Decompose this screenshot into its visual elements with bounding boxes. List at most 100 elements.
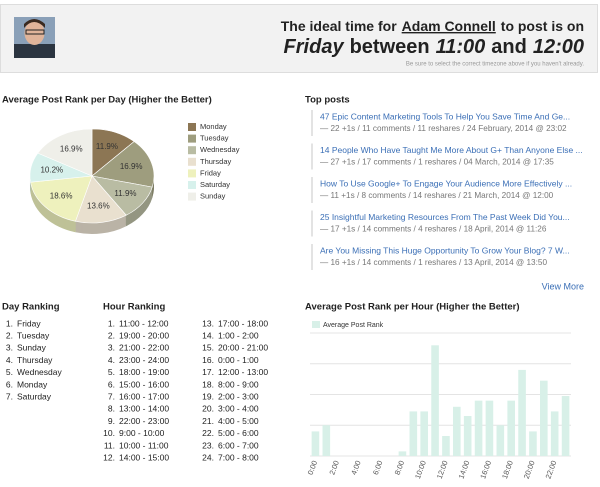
best-day: Friday <box>284 36 345 58</box>
rank-hour: 8:00 - 9:00 <box>218 379 259 389</box>
chart-title: Average Post Rank per Day (Higher the Be… <box>2 95 212 106</box>
rank-hour: 7:00 - 8:00 <box>218 452 259 462</box>
rank-day: Thursday <box>17 355 53 365</box>
legend-swatch <box>188 146 196 155</box>
rank-number: 5. <box>6 367 13 377</box>
bar <box>442 436 450 456</box>
rank-number: 3. <box>6 343 13 353</box>
rank-number: 5. <box>108 367 115 377</box>
bar <box>409 411 418 456</box>
rank-hour: 13:00 - 14:00 <box>119 404 169 414</box>
bar <box>496 425 505 456</box>
pie-label: 10.2% <box>40 165 63 174</box>
post-title[interactable]: 25 Insightful Marketing Resources From T… <box>320 212 570 222</box>
post-meta: — 16 +1s / 14 comments / 1 reshares / 13… <box>320 258 547 267</box>
rank-number: 17. <box>202 367 214 377</box>
best-start: 11:00 <box>436 36 486 58</box>
x-tick-label: 12:00 <box>435 459 450 480</box>
rank-day: Tuesday <box>17 330 50 340</box>
rank-day: Sunday <box>17 343 47 353</box>
rank-number: 8. <box>108 404 115 414</box>
post-meta: — 27 +1s / 17 comments / 1 reshares / 04… <box>320 158 554 167</box>
header-box <box>0 4 598 73</box>
post-title[interactable]: 47 Epic Content Marketing Tools To Help … <box>320 111 570 121</box>
bar <box>550 411 559 456</box>
bar <box>561 396 570 456</box>
rank-number: 6. <box>108 379 115 389</box>
timezone-note: Be sure to select the correct timezone a… <box>406 62 584 68</box>
rank-number: 23. <box>202 440 214 450</box>
legend-label: Monday <box>200 122 227 131</box>
legend-swatch <box>188 181 196 189</box>
rank-number: 18. <box>202 379 214 389</box>
pie-slice <box>30 175 93 222</box>
best-time-text: between <box>350 36 430 58</box>
best-time-text: and <box>491 36 527 58</box>
bar <box>322 425 331 456</box>
legend-label: Average Post Rank <box>323 322 384 329</box>
best-end: 12:00 <box>533 36 584 58</box>
section-title: Day Ranking <box>2 302 60 313</box>
rank-hour: 23:00 - 24:00 <box>119 355 169 365</box>
rank-day: Monday <box>17 379 48 389</box>
user-link[interactable]: Adam Connell <box>402 18 496 34</box>
bar <box>529 431 537 456</box>
pie-label: 13.6% <box>87 202 110 211</box>
rank-hour: 16:00 - 17:00 <box>119 391 169 401</box>
legend-label: Thursday <box>200 157 232 166</box>
rank-number: 3. <box>108 343 115 353</box>
rank-number: 21. <box>202 416 214 426</box>
x-tick-label: 14:00 <box>457 459 472 480</box>
rank-hour: 11:00 - 12:00 <box>119 318 169 328</box>
legend-swatch <box>188 169 196 178</box>
x-tick-label: 0:00 <box>306 459 319 476</box>
rank-hour: 6:00 - 7:00 <box>218 440 259 450</box>
rank-day: Wednesday <box>17 367 62 377</box>
rank-hour: 14:00 - 15:00 <box>119 452 169 462</box>
rank-number: 4. <box>6 355 13 365</box>
pie-slice <box>37 128 93 177</box>
x-tick-label: 22:00 <box>544 459 559 480</box>
rank-number: 14. <box>202 330 214 340</box>
post-title[interactable]: 14 People Who Have Taught Me More About … <box>320 145 583 155</box>
post-title[interactable]: How To Use Google+ To Engage Your Audien… <box>320 178 572 188</box>
rank-hour: 22:00 - 23:00 <box>119 416 169 426</box>
rank-hour: 0:00 - 1:00 <box>218 355 259 365</box>
legend-label: Wednesday <box>200 145 240 154</box>
rank-hour: 21:00 - 22:00 <box>119 343 169 353</box>
rank-hour: 2:00 - 3:00 <box>218 391 259 401</box>
view-more[interactable]: View More <box>542 281 584 291</box>
bar <box>311 431 320 456</box>
rank-number: 11. <box>104 440 115 450</box>
bar <box>485 400 494 456</box>
rank-number: 16. <box>202 355 214 365</box>
rank-number: 12. <box>103 452 115 462</box>
rank-hour: 4:00 - 5:00 <box>218 416 259 426</box>
x-tick-label: 4:00 <box>349 459 362 476</box>
x-tick-label: 8:00 <box>393 459 406 476</box>
headline-text: The ideal time for <box>281 18 397 34</box>
rank-number: 7. <box>6 391 13 401</box>
rank-number: 4. <box>108 355 115 365</box>
best-time: Friday between 11:00 and 12:00 <box>284 36 584 58</box>
rank-number: 9. <box>108 416 115 426</box>
bar <box>431 345 439 456</box>
bar <box>398 451 407 456</box>
x-tick-label: 16:00 <box>478 459 493 480</box>
post-title[interactable]: Are You Missing This Huge Opportunity To… <box>320 245 570 255</box>
rank-number: 24. <box>202 452 214 462</box>
bar <box>463 416 472 456</box>
legend-label: Saturday <box>200 180 230 189</box>
chart-title: Average Post Rank per Hour (Higher the B… <box>305 302 520 313</box>
legend-label: Sunday <box>200 192 226 201</box>
rank-hour: 20:00 - 21:00 <box>218 343 268 353</box>
bar <box>540 380 548 456</box>
rank-hour: 9:00 - 10:00 <box>119 428 165 438</box>
pie-label: 11.9% <box>96 142 118 151</box>
rank-number: 1. <box>108 318 115 328</box>
legend-label: Friday <box>200 168 221 177</box>
pie-label: 11.9% <box>114 189 136 198</box>
rank-number: 2. <box>6 330 13 340</box>
rank-hour: 18:00 - 19:00 <box>119 367 169 377</box>
